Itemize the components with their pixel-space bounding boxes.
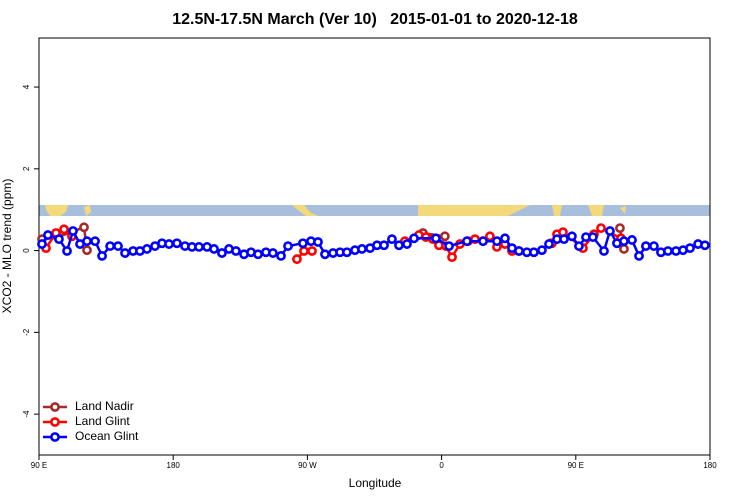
point	[299, 246, 309, 256]
legend-label: Land Nadir	[75, 399, 134, 413]
point	[217, 248, 227, 258]
point	[43, 230, 53, 240]
point	[402, 239, 412, 249]
point	[478, 236, 488, 247]
point	[663, 246, 673, 256]
point	[537, 245, 547, 256]
point	[431, 233, 441, 244]
point	[387, 234, 397, 245]
point	[605, 226, 615, 236]
x-axis-label: Longitude	[349, 476, 402, 490]
point	[574, 241, 584, 251]
point	[59, 224, 69, 235]
point	[559, 234, 569, 245]
point	[172, 238, 182, 249]
x-tick-label: 0	[439, 461, 444, 470]
point	[54, 234, 64, 245]
x-tick-label: 90 E	[568, 461, 584, 470]
point	[462, 236, 472, 247]
point	[615, 223, 625, 234]
point	[292, 254, 302, 265]
point	[90, 236, 100, 247]
point	[82, 245, 92, 256]
point	[342, 247, 352, 258]
point	[485, 231, 495, 242]
point	[68, 226, 78, 236]
point	[447, 252, 457, 263]
point	[120, 248, 130, 258]
point	[231, 246, 241, 256]
point	[209, 244, 219, 254]
y-tick-label: -2	[22, 328, 31, 336]
legend-marker	[50, 417, 60, 427]
point	[164, 239, 174, 249]
point	[283, 241, 293, 251]
point	[113, 241, 123, 251]
x-tick-label: 180	[703, 461, 717, 470]
x-tick-label: 180	[167, 461, 181, 470]
point	[37, 239, 47, 249]
point	[307, 246, 317, 256]
y-tick-label: 2	[22, 166, 31, 171]
point	[500, 233, 510, 244]
point	[685, 243, 695, 254]
point	[379, 240, 389, 251]
point	[596, 223, 606, 234]
point	[619, 244, 629, 254]
point	[528, 247, 539, 258]
point	[142, 244, 152, 254]
map-strip	[39, 205, 710, 216]
y-axis-label: XCO2 - MLO trend (ppm)	[0, 179, 14, 314]
point	[588, 232, 598, 242]
point	[97, 251, 107, 261]
legend-marker	[50, 402, 60, 412]
point	[514, 246, 524, 256]
x-tick-label: 90 E	[31, 461, 47, 470]
point	[567, 231, 577, 242]
point	[544, 239, 554, 249]
point	[634, 251, 644, 261]
point	[394, 240, 404, 251]
point	[439, 231, 450, 242]
point	[357, 244, 367, 254]
point	[444, 241, 454, 251]
legend-label: Ocean Glint	[75, 429, 139, 443]
point	[268, 248, 278, 258]
point	[62, 246, 72, 256]
point	[194, 242, 204, 252]
chart-title: 12.5N-17.5N March (Ver 10) 2015-01-01 to…	[172, 11, 578, 28]
point	[82, 236, 92, 247]
y-tick-label: 4	[22, 84, 31, 89]
point	[492, 236, 502, 247]
point	[619, 236, 629, 247]
y-tick-label: -4	[22, 410, 31, 418]
point	[627, 235, 637, 245]
point	[276, 251, 286, 261]
point	[313, 237, 323, 247]
point	[599, 246, 609, 256]
point	[640, 241, 651, 251]
series-line	[41, 225, 626, 251]
y-tick-label: 0	[22, 248, 31, 253]
point	[649, 241, 659, 251]
point	[409, 233, 419, 244]
point	[253, 249, 263, 260]
point	[700, 240, 710, 251]
point	[320, 249, 330, 260]
point	[105, 241, 116, 251]
legend-marker	[50, 432, 60, 442]
legend-label: Land Glint	[75, 414, 130, 428]
x-tick-label: 90 W	[298, 461, 317, 470]
point	[79, 222, 89, 233]
point	[298, 238, 308, 249]
